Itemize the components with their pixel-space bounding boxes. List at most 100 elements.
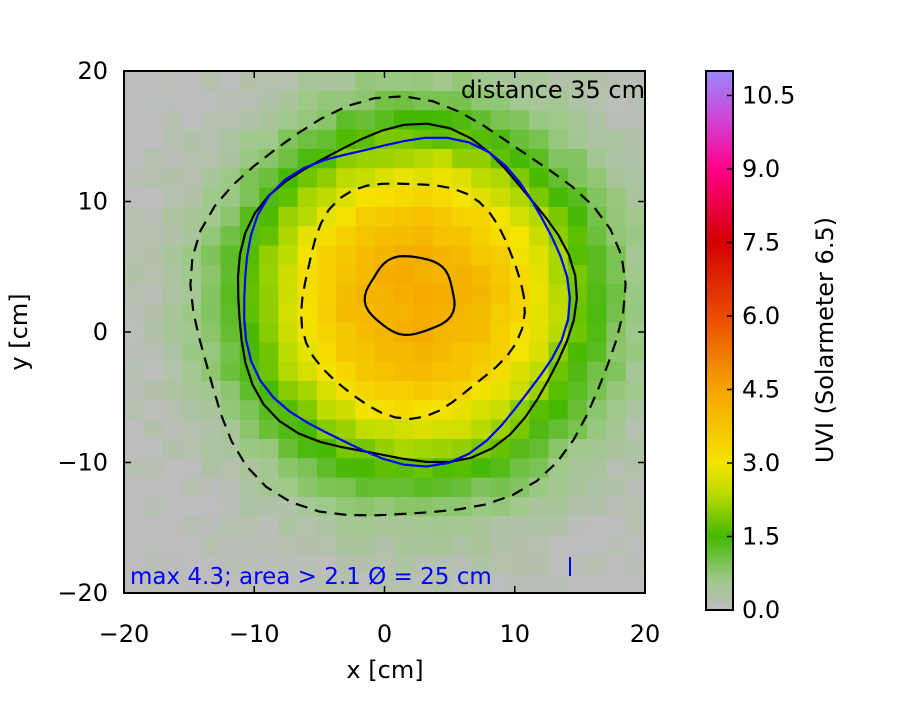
heatmap-cells: [124, 71, 645, 593]
heatmap-cell: [278, 90, 299, 111]
heatmap-cell: [220, 457, 241, 478]
heatmap-cell: [355, 535, 376, 555]
heatmap-cell: [259, 167, 279, 188]
heatmap-cell: [239, 303, 260, 323]
heatmap-cell: [124, 148, 144, 169]
heatmap-cell: [529, 148, 550, 169]
heatmap-cell: [452, 573, 472, 593]
heatmap-cell: [124, 361, 144, 381]
heatmap-cell: [432, 167, 453, 188]
heatmap-cell: [471, 283, 492, 304]
y-tick-label: 0: [93, 318, 108, 346]
heatmap-cell: [297, 457, 318, 478]
heatmap-cell: [297, 303, 318, 323]
heatmap-cell: [297, 477, 318, 497]
heatmap-cell: [316, 496, 337, 517]
heatmap-cell: [239, 225, 260, 246]
heatmap-cell: [567, 477, 588, 497]
heatmap-cell: [201, 535, 222, 555]
heatmap-cell: [625, 515, 645, 536]
colorbar-tick-label: 1.5: [742, 523, 780, 551]
heatmap-cell: [587, 380, 608, 401]
heatmap-cell: [374, 303, 395, 323]
heatmap-cell: [394, 322, 415, 343]
heatmap-cell: [181, 496, 202, 517]
heatmap-cell: [567, 515, 588, 536]
heatmap-cell: [394, 90, 415, 111]
heatmap-cell: [374, 206, 395, 227]
heatmap-cell: [625, 438, 645, 459]
heatmap-cell: [606, 264, 627, 285]
heatmap-cell: [413, 399, 434, 420]
heatmap-cell: [259, 322, 279, 343]
heatmap-cell: [413, 361, 434, 381]
heatmap-cell: [490, 341, 511, 362]
heatmap-cell: [181, 206, 202, 227]
heatmap-cell: [239, 438, 260, 459]
heatmap-cell: [316, 380, 337, 401]
heatmap-cell: [239, 322, 260, 343]
heatmap-cell: [278, 341, 299, 362]
heatmap-cell: [124, 341, 144, 362]
heatmap-cell: [143, 380, 164, 401]
heatmap-cell: [471, 457, 492, 478]
heatmap-cell: [413, 535, 434, 555]
heatmap-cell: [374, 515, 395, 536]
heatmap-cell: [394, 187, 415, 207]
heatmap-cell: [625, 264, 645, 285]
colorbar-tick-label: 0.0: [742, 596, 780, 624]
heatmap-cell: [529, 554, 550, 575]
heatmap-cell: [587, 438, 608, 459]
heatmap-cell: [239, 264, 260, 285]
heatmap-cell: [316, 264, 337, 285]
heatmap-cell: [316, 535, 337, 555]
heatmap-cell: [201, 573, 222, 593]
y-tick-label: −10: [57, 449, 108, 477]
stats-annotation: max 4.3; area > 2.1 Ø = 25 cm: [130, 564, 492, 590]
heatmap-cell: [316, 419, 337, 439]
heatmap-cell: [606, 245, 627, 265]
heatmap-cell: [143, 554, 164, 575]
heatmap-cell: [201, 380, 222, 401]
heatmap-cell: [548, 90, 569, 111]
heatmap-cell: [143, 341, 164, 362]
heatmap-cell: [201, 245, 222, 265]
heatmap-cell: [297, 399, 318, 420]
heatmap-cell: [143, 129, 164, 149]
heatmap-cell: [259, 129, 279, 149]
heatmap-cell: [471, 438, 492, 459]
heatmap-cell: [374, 496, 395, 517]
heatmap-cell: [259, 206, 279, 227]
heatmap-cell: [316, 167, 337, 188]
heatmap-cell: [259, 303, 279, 323]
heatmap-cell: [259, 496, 279, 517]
heatmap-cell: [374, 187, 395, 207]
heatmap-cell: [124, 438, 144, 459]
heatmap-cell: [625, 283, 645, 304]
heatmap-cell: [239, 419, 260, 439]
heatmap-cell: [394, 303, 415, 323]
heatmap-cell: [587, 361, 608, 381]
heatmap-cell: [413, 341, 434, 362]
heatmap-cell: [124, 419, 144, 439]
heatmap-cell: [239, 535, 260, 555]
heatmap-cell: [509, 380, 530, 401]
heatmap-cell: [625, 167, 645, 188]
heatmap-cell: [394, 399, 415, 420]
heatmap-cell: [259, 515, 279, 536]
heatmap-cell: [509, 341, 530, 362]
heatmap-cell: [143, 573, 164, 593]
heatmap-cell: [625, 399, 645, 420]
heatmap-cell: [336, 167, 357, 188]
heatmap-cell: [471, 341, 492, 362]
heatmap-cell: [297, 380, 318, 401]
heatmap-cell: [336, 535, 357, 555]
heatmap-cell: [625, 206, 645, 227]
heatmap-cell: [162, 187, 183, 207]
heatmap-cell: [394, 245, 415, 265]
heatmap-cell: [143, 419, 164, 439]
heatmap-cell: [587, 148, 608, 169]
heatmap-cell: [548, 283, 569, 304]
heatmap-cell: [452, 71, 472, 91]
heatmap-cell: [413, 303, 434, 323]
